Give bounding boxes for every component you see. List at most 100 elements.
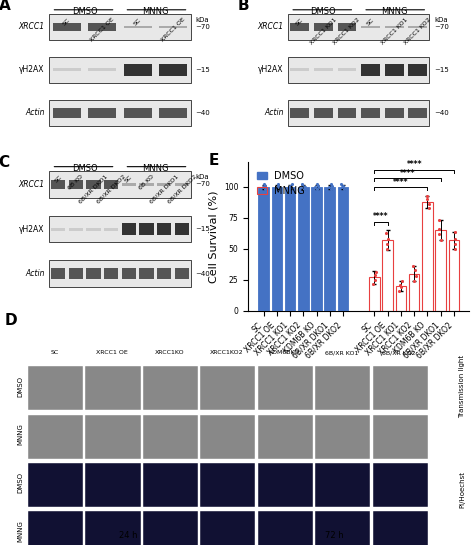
Bar — [285, 187, 295, 311]
Bar — [86, 180, 100, 189]
Text: Actin: Actin — [264, 108, 283, 117]
Bar — [373, 415, 428, 459]
Bar — [49, 216, 191, 243]
Text: ~40: ~40 — [195, 110, 210, 116]
Point — [398, 277, 405, 285]
Bar — [157, 268, 171, 279]
Bar — [258, 512, 313, 550]
Text: ~70: ~70 — [195, 182, 210, 188]
Bar — [361, 25, 380, 29]
Bar — [53, 108, 81, 118]
Point — [299, 182, 307, 190]
Point — [372, 271, 379, 279]
Text: SC: SC — [124, 174, 134, 184]
Text: XRCC1KO: XRCC1KO — [155, 350, 184, 355]
Text: ~40: ~40 — [195, 271, 210, 277]
Point — [286, 182, 293, 190]
Text: B: B — [237, 0, 249, 13]
Text: Actin: Actin — [25, 269, 45, 278]
Bar — [291, 108, 309, 118]
Text: ~40: ~40 — [434, 110, 449, 116]
Text: D: D — [5, 314, 18, 328]
Bar — [175, 268, 189, 279]
Text: E: E — [209, 153, 219, 168]
Text: XRCC1 OE: XRCC1 OE — [160, 17, 186, 43]
Point — [451, 234, 458, 243]
Text: DMSO: DMSO — [310, 7, 336, 16]
Bar — [337, 68, 356, 72]
Point — [451, 239, 458, 248]
Point — [373, 268, 380, 277]
Text: DMSO: DMSO — [17, 376, 23, 397]
Text: DMSO: DMSO — [17, 472, 23, 493]
Point — [410, 262, 417, 271]
Text: SC: SC — [295, 17, 304, 26]
Bar — [122, 183, 136, 186]
Text: SC: SC — [54, 174, 63, 184]
Bar — [122, 268, 136, 279]
Bar — [258, 463, 313, 507]
Point — [338, 183, 346, 191]
Point — [423, 195, 431, 204]
Bar — [314, 108, 333, 118]
Bar — [143, 366, 198, 410]
Text: MNNG: MNNG — [142, 164, 169, 173]
Bar — [201, 463, 255, 507]
Point — [451, 227, 459, 236]
Text: 6B KO: 6B KO — [138, 174, 155, 191]
Bar — [88, 68, 117, 72]
Point — [301, 183, 309, 191]
Bar — [315, 366, 370, 410]
Text: 6B/XR KO2: 6B/XR KO2 — [383, 350, 416, 355]
Bar — [291, 23, 309, 31]
Text: XRCC1: XRCC1 — [18, 23, 45, 31]
Point — [383, 228, 390, 237]
Point — [412, 272, 419, 280]
Bar — [124, 108, 152, 118]
Bar — [315, 512, 370, 550]
Point — [327, 185, 335, 194]
Bar — [436, 230, 446, 311]
Bar — [422, 202, 433, 311]
Point — [396, 287, 403, 295]
Point — [423, 191, 430, 200]
Bar — [69, 228, 83, 230]
Text: ~15: ~15 — [434, 67, 449, 73]
Bar — [396, 286, 406, 311]
Text: KDM6BKO: KDM6BKO — [269, 350, 300, 355]
Point — [274, 180, 282, 189]
Text: XRCC1: XRCC1 — [18, 180, 45, 189]
Bar — [28, 366, 83, 410]
Point — [397, 283, 405, 292]
Point — [396, 280, 404, 289]
Text: SC: SC — [133, 17, 142, 26]
Bar — [373, 463, 428, 507]
Point — [288, 180, 295, 189]
Bar — [448, 240, 459, 311]
Bar — [291, 68, 309, 72]
Bar — [122, 223, 136, 235]
Bar — [175, 183, 189, 186]
Point — [286, 183, 293, 191]
Point — [436, 224, 443, 233]
Text: 6B/XR KO1: 6B/XR KO1 — [325, 350, 358, 355]
Bar — [69, 180, 83, 189]
Point — [261, 185, 268, 194]
Bar — [49, 57, 191, 82]
Text: MNNG: MNNG — [381, 7, 407, 16]
Bar — [175, 223, 189, 235]
Bar — [49, 14, 191, 40]
Text: ~15: ~15 — [195, 226, 210, 232]
Bar — [157, 183, 171, 186]
Bar — [385, 25, 403, 29]
Bar — [49, 100, 191, 125]
Text: γH2AX: γH2AX — [19, 224, 45, 234]
Text: SC: SC — [366, 17, 375, 26]
Point — [436, 229, 443, 238]
Text: γH2AX: γH2AX — [258, 65, 283, 74]
Text: Actin: Actin — [25, 108, 45, 117]
Text: ****: **** — [406, 160, 422, 169]
Point — [425, 204, 433, 212]
Text: XRCC1: XRCC1 — [257, 23, 283, 31]
Bar — [258, 366, 313, 410]
